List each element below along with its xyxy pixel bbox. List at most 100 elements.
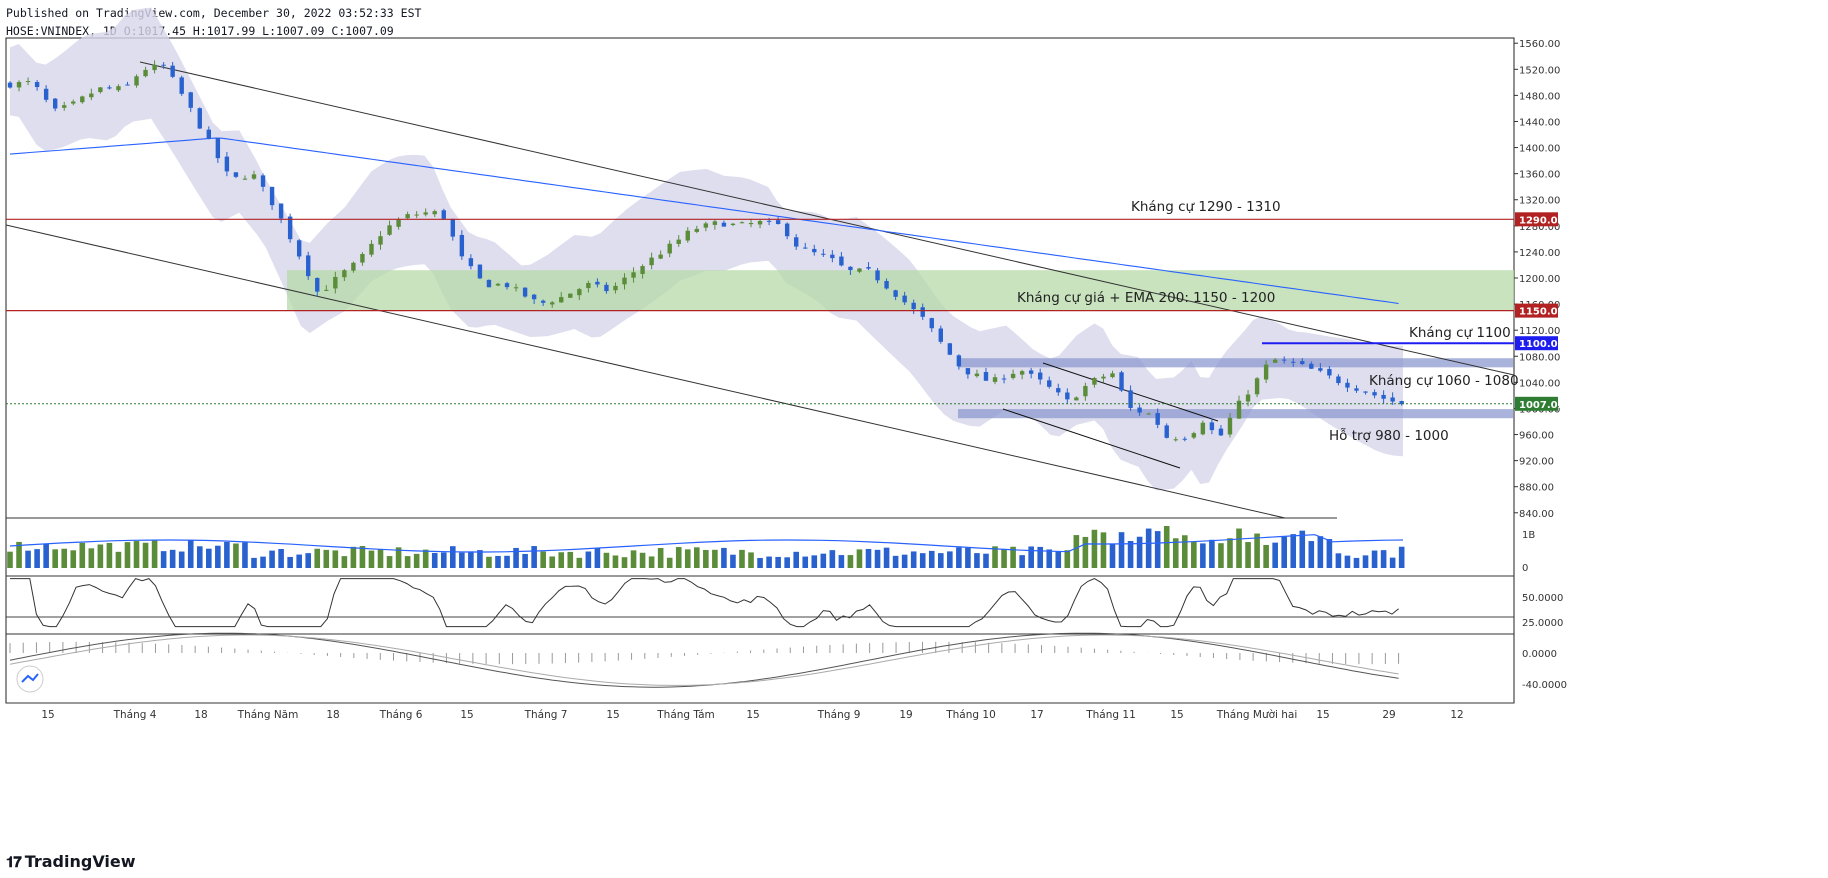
candle-body [848,266,853,271]
volume-bar [269,550,275,568]
volume-bar [160,551,167,568]
volume-bar [7,551,13,568]
candle-body [1001,378,1007,380]
tradingview-logo-icon: 𝟏𝟕 [6,852,22,871]
candle-body [1038,372,1043,380]
volume-bar [404,556,411,568]
volume-bar [215,545,221,568]
volume-bar [666,557,673,568]
candle-body [739,222,745,224]
volume-bar [1181,535,1188,568]
candle-body [568,293,573,298]
volume-bar [522,553,528,568]
volume-bar [450,546,456,568]
volume-bar [305,553,312,568]
candles [7,60,1404,442]
candle-body [992,377,998,382]
volume-bar [242,542,248,568]
candle-body [1227,417,1233,435]
candle-body [821,253,826,255]
volume-bar [874,549,881,568]
candle-body [947,343,953,355]
candle-body [1345,382,1350,388]
volume-bar [1109,544,1116,568]
candle-body [1155,413,1160,425]
volume-bar [1380,550,1387,568]
candle-body [1128,390,1133,408]
candle-body [1236,400,1242,419]
volume-bar [1326,539,1333,568]
volume-bar [61,548,68,568]
candle-body [161,64,166,66]
candle-body [839,256,844,266]
candle-body [396,219,401,227]
candle-body [1245,394,1251,402]
volume-bar [793,551,800,568]
volume-bar [431,552,438,568]
x-tick-label: 15 [1170,709,1183,721]
volume-bar [928,550,935,568]
volume-bar [540,551,546,568]
volume-bar [142,542,149,568]
candle-body [179,77,184,94]
candle-body [1327,368,1332,376]
y-tick-label: 960.00 [1519,431,1554,442]
volume-bar [1100,532,1107,568]
candle-body [16,82,22,88]
volume-bar [675,547,682,568]
candle-body [911,302,916,310]
candle-body [34,82,40,88]
volume-bar [892,555,899,568]
candle-body [694,228,700,232]
y-tick-label: 880.00 [1519,483,1554,494]
candle-body [1191,433,1197,438]
candle-body [486,279,492,288]
volume-bar [124,542,131,568]
candle-body [1137,407,1142,413]
x-tick-label: 15 [746,709,759,721]
y-tick-label: 1440.00 [1519,117,1560,128]
candle-body [974,373,980,377]
x-tick-label: Tháng Mười hai [1216,709,1298,721]
volume-bar [558,552,565,568]
volume-bar [323,549,330,568]
volume-bar [992,546,998,568]
volume-bar [1254,533,1260,568]
price-tag-1150.00 [1515,303,1558,318]
candle-body [206,129,212,139]
candle-body [405,214,410,219]
candle-body [595,281,600,285]
volume-bar [748,552,754,568]
volume-bar [648,556,655,568]
candle-body [875,270,880,281]
rsi-tick-label: 25.0000 [1522,618,1563,629]
candle-body [676,239,681,244]
volume-bar [829,550,836,568]
candle-body [1399,401,1404,405]
volume-bar [1245,542,1251,568]
volume-bar [910,551,917,568]
chart-logo-icon [21,673,39,683]
candle-body [7,82,13,88]
rsi-pane [6,578,1514,628]
price-tag-1290.00 [1515,212,1558,227]
candle-body [260,175,266,187]
tradingview-logo[interactable]: 𝟏𝟕 TradingView [6,852,136,871]
volume-bar [1218,543,1224,568]
rsi-tick-label: 50.0000 [1522,593,1563,604]
candle-body [251,174,257,179]
annotation-resistance-1100: Kháng cự 1100 [1409,325,1511,341]
resistance-zone-blue [958,358,1513,368]
cloud-band [10,7,1403,491]
volume-bar [919,553,926,568]
volume-bar [1227,538,1233,568]
candle-body [658,254,663,259]
x-tick-label: Tháng 10 [945,709,996,721]
candle-body [757,221,763,225]
y-tick-label: 1400.00 [1519,144,1560,155]
volume-bar [386,556,393,568]
candle-body [640,266,645,274]
volume-bar [1145,528,1152,568]
macd-pane [9,632,1400,693]
